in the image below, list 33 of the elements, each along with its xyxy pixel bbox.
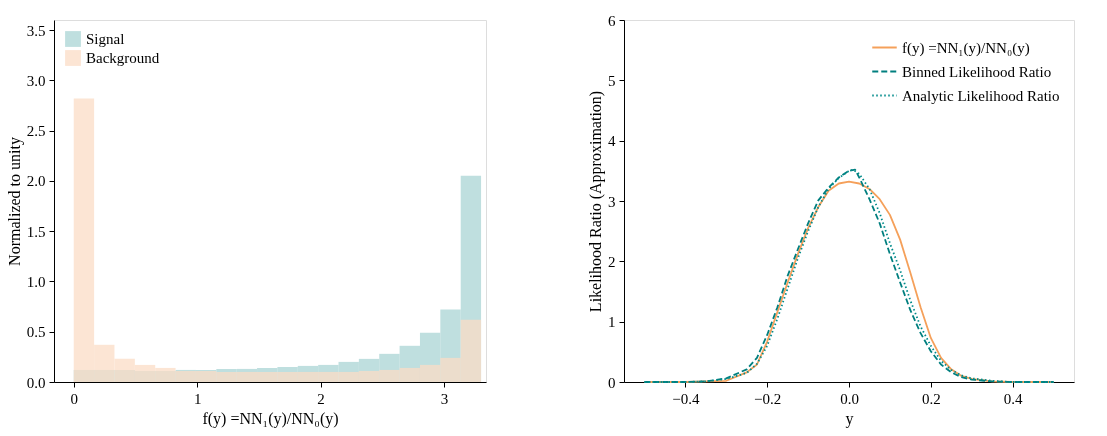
x-tick-label: −0.2 [754,390,782,407]
y-tick-label: 5 [608,72,616,89]
x-tick-label: 3 [440,390,449,407]
legend-label: f(y) =NN₁(y)/NN₀(y) [902,39,1030,57]
y-tick-label: 3 [608,193,616,210]
x-tick-label: 0.0 [840,390,859,407]
y-tick-label: 2.0 [26,173,46,190]
x-tick-label: 1 [193,390,202,407]
x-axis-title: f(y) =NN₁(y)/NN₀(y) [202,409,339,428]
y-tick-label: 1.5 [26,223,46,240]
x-tick-label: 0 [70,390,78,407]
legend-label: Binned Likelihood Ratio [902,63,1052,80]
y-tick-label: 3.5 [26,22,46,39]
x-tick-label: 0.2 [921,390,941,407]
x-tick-label: 2 [317,390,325,407]
x-axis-title: y [845,409,854,428]
y-axis-title: Normalized to unity [5,137,24,266]
y-tick-label: 0 [608,374,616,391]
y-tick-label: 0.5 [26,324,46,341]
y-tick-label: 3.0 [26,72,46,89]
legend-label: Analytic Likelihood Ratio [902,87,1060,104]
x-tick-label: 0.4 [1003,390,1024,407]
y-axis-title: Likelihood Ratio (Approximation) [587,90,605,313]
y-tick-label: 2.5 [26,123,46,140]
y-tick-label: 0.0 [26,374,46,391]
y-tick-label: 1.0 [26,273,46,290]
x-tick-label: −0.4 [672,390,700,407]
y-tick-label: 1 [608,314,616,331]
y-tick-label: 6 [608,12,616,29]
legend-label: Signal [86,31,125,47]
y-tick-label: 2 [608,253,616,270]
legend-label: Background [86,50,160,66]
y-tick-label: 4 [608,133,616,150]
